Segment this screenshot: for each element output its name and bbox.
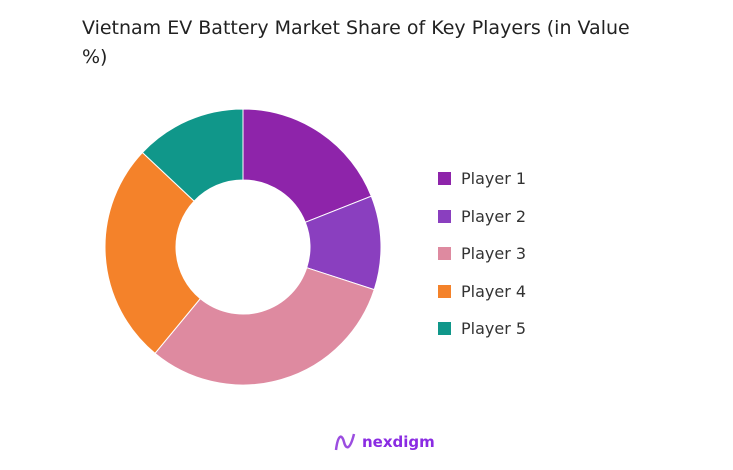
legend-label: Player 3 xyxy=(461,244,527,264)
slice-player-3 xyxy=(154,267,375,386)
legend-swatch xyxy=(438,284,451,298)
slice-player-4 xyxy=(104,151,201,355)
legend-label: Player 5 xyxy=(461,319,527,339)
logo-text: nexdigm xyxy=(362,433,435,451)
legend-swatch xyxy=(438,322,451,336)
legend-item: Player 1 xyxy=(438,160,526,198)
legend-item: Player 4 xyxy=(438,273,526,311)
legend-label: Player 1 xyxy=(461,169,527,189)
chart-title: Vietnam EV Battery Market Share of Key P… xyxy=(82,17,630,68)
legend: Player 1 Player 2 Player 3 Player 4 Player 5 xyxy=(438,160,526,348)
legend-swatch xyxy=(438,172,451,186)
legend-item: Player 3 xyxy=(438,235,526,273)
nexdigm-logo: nexdigm xyxy=(334,432,435,452)
slice-player-1 xyxy=(242,108,372,223)
legend-label: Player 4 xyxy=(461,281,527,301)
legend-label: Player 2 xyxy=(461,206,527,226)
legend-swatch xyxy=(438,209,451,223)
legend-item: Player 5 xyxy=(438,310,526,348)
legend-swatch xyxy=(438,247,451,261)
legend-item: Player 2 xyxy=(438,198,526,236)
nexdigm-logo-icon xyxy=(334,433,356,451)
slice-player-5 xyxy=(141,108,244,202)
